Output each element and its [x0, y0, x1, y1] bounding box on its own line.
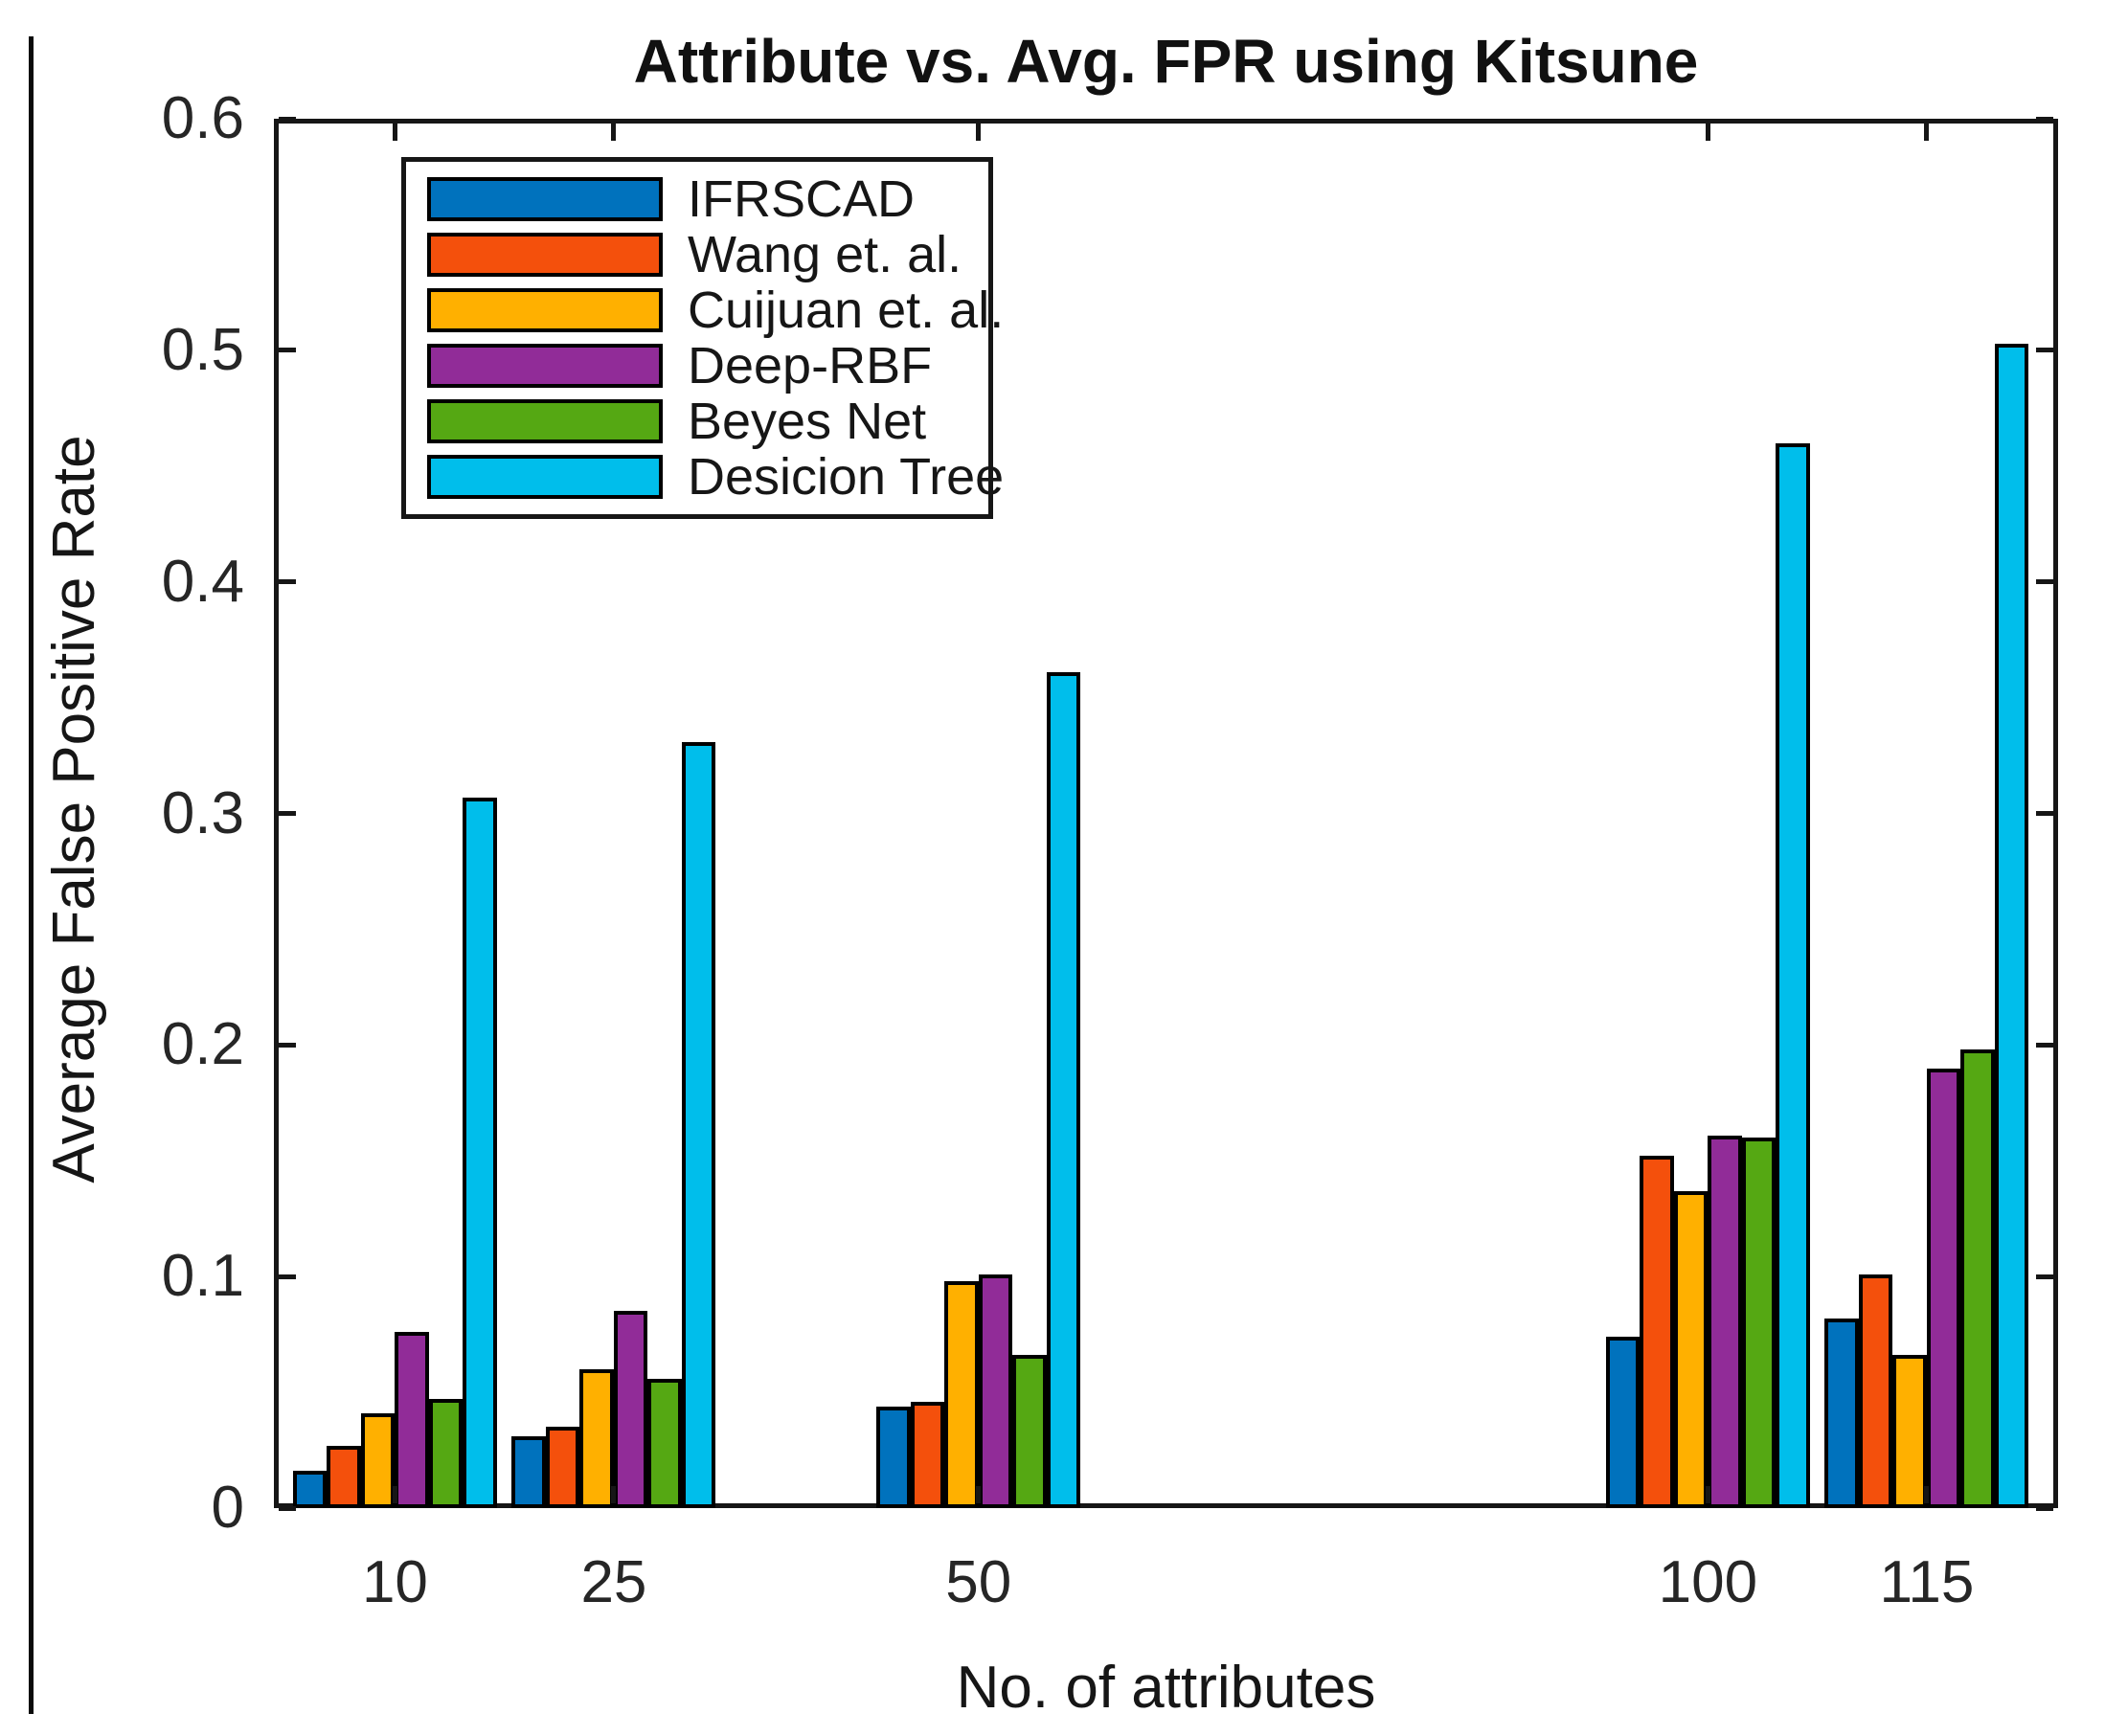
bar-desicion-tree-x25 [681, 741, 716, 1508]
legend-label: Wang et. al. [688, 226, 962, 283]
y-tick-label: 0.6 [161, 85, 244, 151]
legend-swatch-desicion-tree [427, 455, 663, 499]
bar-desicion-tree-x50 [1046, 671, 1081, 1508]
bar-beyes-net-x50 [1012, 1355, 1047, 1508]
y-tick-right [2036, 1505, 2053, 1511]
y-tick-right [2036, 811, 2053, 816]
bar-ifrscad-x100 [1605, 1337, 1641, 1508]
y-tick-label: 0.2 [161, 1011, 244, 1078]
x-tick-top [1705, 124, 1710, 141]
bar-deep-rbf-x50 [978, 1274, 1013, 1508]
bar-ifrscad-x115 [1824, 1318, 1859, 1508]
bar-cuijuan-et-al-x10 [360, 1412, 396, 1508]
y-tick-left [279, 348, 296, 353]
bar-cuijuan-et-al-x115 [1892, 1355, 1927, 1508]
legend-item: Wang et. al. [427, 226, 988, 283]
legend-item: Cuijuan et. al. [427, 284, 1004, 336]
y-tick-right [2036, 1042, 2053, 1048]
bar-beyes-net-x25 [647, 1378, 682, 1508]
y-tick-left [279, 1042, 296, 1048]
bar-cuijuan-et-al-x50 [944, 1281, 979, 1508]
legend: IFRSCAD Wang et. al. Cuijuan et. al. Deep-R… [401, 157, 1004, 519]
bar-deep-rbf-x10 [395, 1332, 429, 1508]
legend-swatch-deep-rbf [427, 344, 663, 388]
x-tick-top [611, 124, 617, 141]
legend-item: Desicion Tree [427, 451, 1004, 503]
legend-swatch-beyes-net [427, 399, 663, 443]
bar-wang-et-al-x10 [327, 1445, 361, 1508]
legend-label: Beyes Net [688, 393, 927, 450]
bar-deep-rbf-x25 [613, 1311, 648, 1508]
x-tick-label: 25 [580, 1549, 647, 1615]
bar-ifrscad-x10 [292, 1471, 328, 1508]
bar-deep-rbf-x100 [1708, 1135, 1742, 1508]
bar-cuijuan-et-al-x25 [579, 1368, 614, 1508]
bar-cuijuan-et-al-x100 [1673, 1190, 1709, 1508]
x-tick-bottom [392, 1486, 397, 1503]
legend-item: Deep-RBF [427, 337, 988, 395]
bar-desicion-tree-x100 [1776, 442, 1810, 1508]
y-tick-label: 0.3 [161, 779, 244, 846]
page-edge-line [29, 36, 34, 1714]
x-tick-top [392, 124, 397, 141]
legend-item: Beyes Net [427, 393, 988, 450]
legend-label: Cuijuan et. al. [688, 282, 1005, 339]
x-tick-top [976, 124, 982, 141]
bar-wang-et-al-x50 [910, 1401, 945, 1508]
bar-beyes-net-x100 [1741, 1138, 1777, 1508]
legend-swatch-cuijuan-et-al [427, 288, 663, 332]
x-tick-bottom [1705, 1486, 1710, 1503]
y-tick-right [2036, 1274, 2053, 1279]
x-tick-label: 10 [361, 1549, 428, 1615]
y-tick-label: 0.5 [161, 316, 244, 383]
y-tick-label: 0 [211, 1475, 244, 1541]
y-tick-left [279, 811, 296, 816]
bar-beyes-net-x115 [1960, 1049, 1995, 1508]
y-tick-right [2036, 116, 2053, 122]
x-tick-label: 100 [1658, 1549, 1758, 1615]
y-tick-right [2036, 348, 2053, 353]
x-tick-label: 115 [1879, 1549, 1975, 1615]
x-tick-top [1924, 124, 1930, 141]
bar-wang-et-al-x25 [545, 1427, 580, 1508]
legend-swatch-wang-et-al [427, 233, 663, 277]
bar-wang-et-al-x115 [1858, 1274, 1893, 1508]
y-tick-left [279, 579, 296, 585]
y-tick-right [2036, 579, 2053, 585]
chart-title: Attribute vs. Avg. FPR using Kitsune [633, 27, 1699, 96]
y-tick-left [279, 116, 296, 122]
x-tick-bottom [1924, 1486, 1930, 1503]
legend-item: IFRSCAD [427, 170, 988, 228]
legend-label: IFRSCAD [688, 170, 916, 228]
x-tick-bottom [976, 1486, 982, 1503]
y-tick-left [279, 1505, 296, 1511]
bar-wang-et-al-x100 [1640, 1156, 1674, 1508]
bar-beyes-net-x10 [428, 1399, 464, 1508]
x-tick-label: 50 [945, 1549, 1012, 1615]
bar-desicion-tree-x10 [463, 797, 497, 1508]
bar-ifrscad-x25 [511, 1436, 546, 1508]
legend-label: Deep-RBF [688, 337, 933, 395]
bar-ifrscad-x50 [876, 1406, 911, 1508]
x-axis-label: No. of attributes [956, 1655, 1376, 1721]
y-tick-label: 0.4 [161, 548, 244, 615]
x-tick-bottom [611, 1486, 617, 1503]
bar-desicion-tree-x115 [1994, 343, 2029, 1508]
y-tick-left [279, 1274, 296, 1279]
y-tick-label: 0.1 [161, 1243, 244, 1310]
legend-label: Desicion Tree [688, 448, 1005, 506]
bar-deep-rbf-x115 [1926, 1068, 1961, 1508]
legend-swatch-ifrscad [427, 177, 663, 221]
